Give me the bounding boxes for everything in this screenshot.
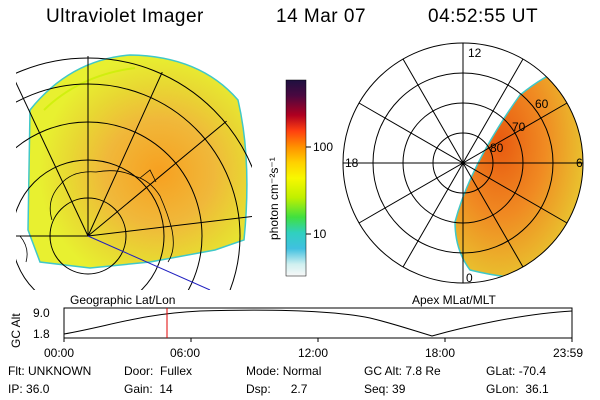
mlat-label-70: 70 [512, 120, 526, 134]
info-ip: IP: 36.0 [8, 382, 50, 396]
right-panel-caption: Apex MLat/MLT [412, 293, 496, 307]
colorbar: 100 10 photon cm⁻²s⁻¹ [267, 79, 333, 277]
geographic-map [16, 54, 252, 290]
orbit-plot-frame [63, 307, 573, 339]
mlat-label-60: 60 [535, 97, 549, 111]
mlat-label-80: 80 [490, 141, 504, 155]
colorbar-gradient [285, 79, 307, 277]
orbit-ytick-low: 1.8 [33, 327, 50, 341]
info-flight: Flt: UNKNOWN [8, 364, 92, 378]
info-gain: Gain: 14 [124, 382, 173, 396]
orbit-xtick-4: 23:59 [553, 346, 583, 360]
instrument-title: Ultraviolet Imager [46, 6, 204, 27]
mlt-label-12: 12 [468, 46, 482, 60]
aurora-image-right [454, 69, 583, 280]
left-panel-caption: Geographic Lat/Lon [70, 293, 175, 307]
orbit-xtick-0: 00:00 [44, 346, 74, 360]
info-seq: Seq: 39 [364, 382, 406, 396]
info-mode: Mode: Normal [246, 364, 322, 378]
mlt-label-6: 6 [576, 156, 583, 170]
aurora-image-left [27, 54, 248, 269]
colorbar-unit-label: photon cm⁻²s⁻¹ [267, 157, 281, 240]
magnetic-polar-plot: 12 18 6 0 60 70 80 [342, 42, 584, 285]
colorbar-tick-10: 10 [313, 227, 327, 241]
orbit-ytick-high: 9.0 [33, 306, 50, 320]
mlt-label-0: 0 [466, 271, 473, 285]
polar-grid [342, 42, 584, 284]
orbit-xtick-1: 06:00 [170, 346, 200, 360]
info-glon: GLon: 36.1 [486, 382, 549, 396]
colorbar-tick-100: 100 [313, 140, 333, 154]
info-dsp: Dsp: 2.7 [246, 382, 308, 396]
date-label: 14 Mar 07 [276, 6, 367, 27]
orbit-altitude-curve [63, 309, 573, 337]
coastline [19, 169, 174, 263]
orbit-xtick-2: 12:00 [298, 346, 328, 360]
info-gc-alt: GC Alt: 7.8 Re [364, 364, 441, 378]
mlt-label-18: 18 [345, 156, 359, 170]
sun-direction [87, 235, 211, 290]
orbit-xtick-3: 18:00 [425, 346, 455, 360]
time-label: 04:52:55 UT [428, 6, 539, 27]
info-glat: GLat: -70.4 [486, 364, 547, 378]
lat-lon-grid [16, 56, 252, 290]
orbit-ylabel: GC Alt [9, 313, 23, 348]
orbit-altitude-plot: GC Alt 9.0 1.8 00:00 06:00 12:00 18:00 2… [9, 306, 583, 360]
info-door: Door: Fullex [124, 364, 193, 378]
aurora-edge-left [43, 67, 136, 111]
